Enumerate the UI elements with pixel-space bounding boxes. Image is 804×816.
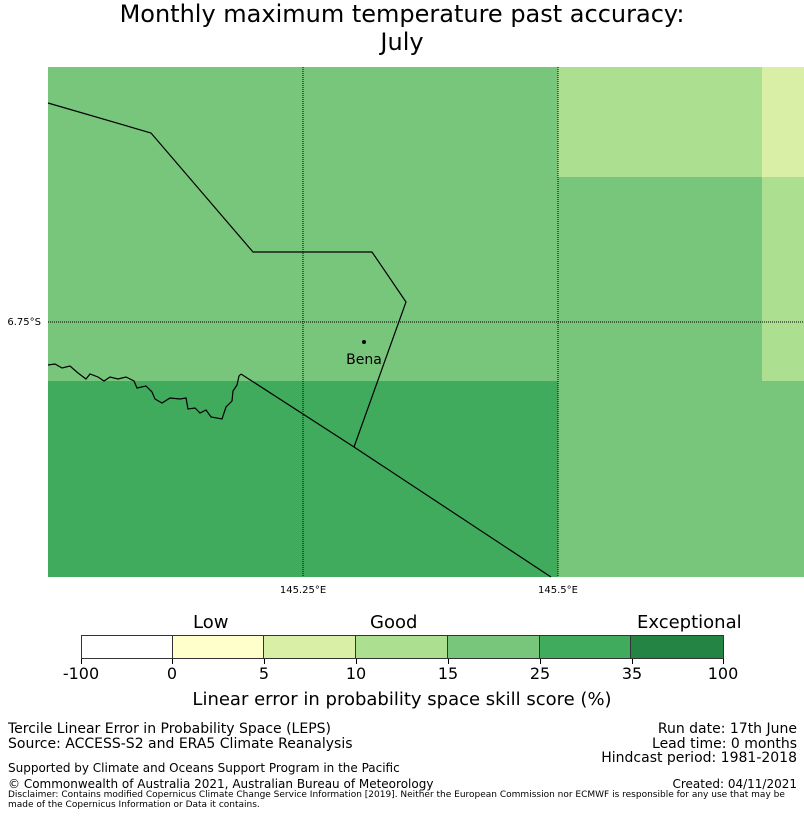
map-cell-ne-top [558, 67, 762, 177]
colorbar-segment [631, 636, 724, 658]
chart-title: Monthly maximum temperature past accurac… [0, 0, 804, 56]
province-boundary-north [47, 102, 407, 448]
colorbar-segment [356, 636, 448, 658]
colorbar-segment [447, 636, 540, 658]
info-run-date: Run date: 17th June [657, 721, 797, 737]
map-cell-se [558, 381, 804, 577]
colorbar-tick-label: 0 [166, 664, 178, 683]
info-created: Created: 04/11/2021 [672, 777, 797, 791]
bena-marker [362, 340, 366, 344]
map-cell-e-edge [762, 177, 804, 381]
colorbar-tick [540, 659, 541, 664]
map-cell-e-mid [558, 177, 762, 381]
colorbar-tick-label: 5 [258, 664, 270, 683]
info-leps: Tercile Linear Error in Probability Spac… [8, 721, 331, 737]
colorbar-segment [172, 636, 265, 658]
info-copyright: © Commonwealth of Australia 2021, Austra… [8, 777, 434, 791]
colorbar-tick-label: 35 [621, 664, 643, 683]
info-hindcast: Hindcast period: 1981-2018 [601, 750, 797, 766]
colorbar-tick [448, 659, 449, 664]
province-boundary-south [240, 373, 552, 578]
colorbar-tick [356, 659, 357, 664]
colorbar-tick [632, 659, 633, 664]
skill-map: Bena 6.75°S 145.25°E 145.5°E [7, 67, 804, 596]
bena-label: Bena [346, 352, 382, 368]
colorbar-tick-label: -100 [62, 664, 100, 683]
colorbar-axis-label: Linear error in probability space skill … [192, 689, 612, 710]
info-lead-time: Lead time: 0 months [652, 736, 797, 752]
colorbar-segment [539, 636, 632, 658]
title-line-2: July [380, 28, 424, 56]
colorbar-tick [81, 659, 82, 664]
info-source: Source: ACCESS-S2 and ERA5 Climate Reana… [8, 736, 353, 752]
colorbar-segment [264, 636, 357, 658]
map-cell-ne-corner [762, 67, 804, 177]
colorbar-tick-label: 15 [437, 664, 459, 683]
info-disclaimer: Disclaimer: Contains modified Copernicus… [8, 790, 785, 810]
colorbar-tick [172, 659, 173, 664]
lat-label-6-75: 6.75°S [7, 317, 41, 328]
title-line-1: Monthly maximum temperature past accurac… [119, 0, 685, 28]
legend-heading-low: Low [193, 612, 229, 633]
colorbar-tick-label: 10 [345, 664, 367, 683]
lon-label-145-25: 145.25°E [280, 585, 326, 596]
lon-label-145-5: 145.5°E [538, 585, 578, 596]
info-supported: Supported by Climate and Oceans Support … [8, 761, 400, 775]
colorbar-segment [82, 636, 173, 658]
province-boundary-coastline [47, 363, 242, 420]
colorbar-tick-label: 100 [707, 664, 739, 683]
colorbar-tick [723, 659, 724, 664]
colorbar [81, 635, 724, 659]
colorbar-tick-label: 25 [529, 664, 551, 683]
legend-heading-exceptional: Exceptional [637, 612, 742, 633]
legend-heading-good: Good [370, 612, 418, 633]
colorbar-tick [264, 659, 265, 664]
